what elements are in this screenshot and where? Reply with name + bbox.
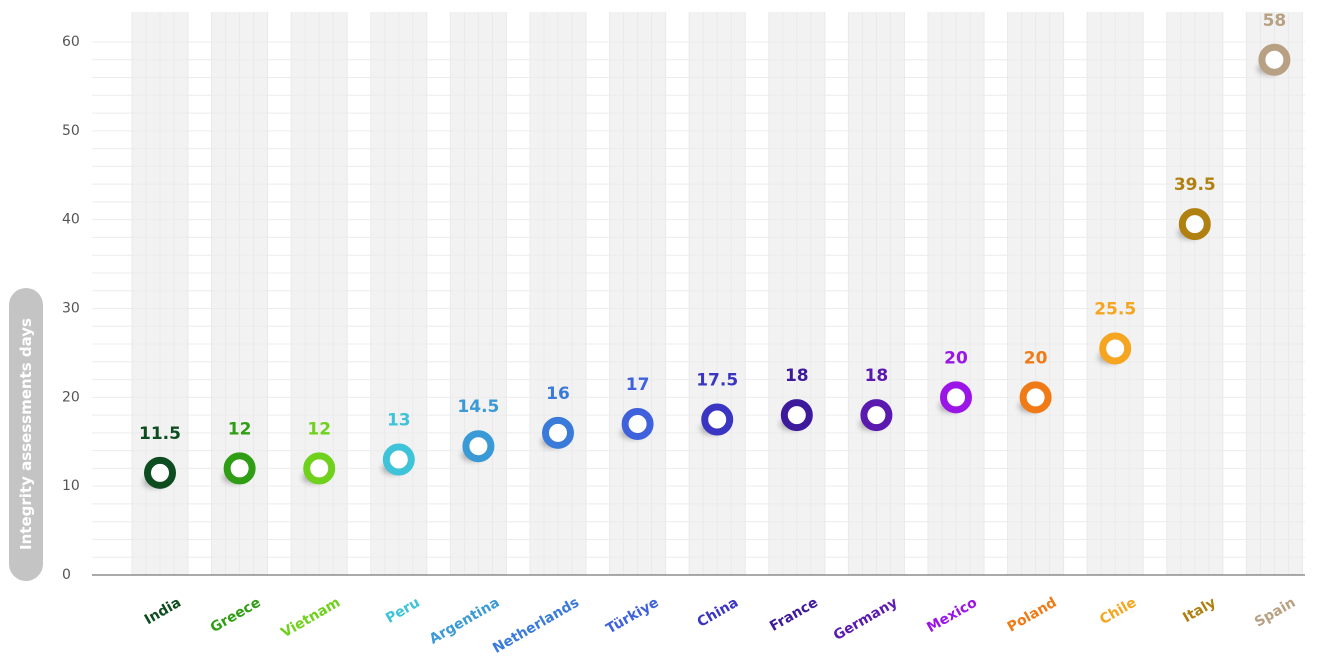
x-tick-label: Chile	[1097, 595, 1139, 629]
x-tick-label: France	[767, 595, 821, 635]
data-point	[1258, 43, 1291, 76]
data-point	[701, 403, 734, 436]
data-label: 12	[228, 419, 252, 439]
data-label: 11.5	[139, 424, 181, 444]
y-tick-label: 10	[62, 478, 80, 494]
data-point	[144, 456, 176, 489]
data-point	[303, 452, 336, 485]
y-tick-label: 40	[62, 212, 80, 228]
data-points	[143, 43, 1291, 489]
y-tick-label: 50	[62, 123, 80, 139]
x-tick-label: Germany	[831, 595, 901, 644]
x-tick-label: Greece	[208, 595, 264, 636]
x-axis-labels: India Greece Vietnam Peru ArgentinaNetherlan…	[142, 594, 1299, 656]
y-axis-ticks: 0 10 20 30 40 50 60	[62, 34, 80, 583]
data-label: 13	[387, 411, 411, 431]
data-point	[542, 416, 574, 449]
y-tick-label: 20	[62, 389, 80, 405]
x-tick-label: Peru	[383, 595, 423, 627]
data-label: 17.5	[696, 371, 738, 391]
x-tick-label: Netherlands	[490, 595, 582, 657]
data-point	[860, 399, 893, 432]
data-point	[1019, 381, 1052, 414]
data-point	[621, 407, 654, 440]
gridlines	[92, 12, 1305, 575]
data-label: 58	[1263, 11, 1287, 31]
data-point	[1178, 208, 1211, 241]
x-tick-label: Mexico	[924, 594, 980, 636]
data-label: 14.5	[457, 397, 499, 417]
x-tick-label: Italy	[1180, 595, 1219, 626]
data-labels: 11.5 12 12 13 14.5 16 17 17.5 18 18 20 20 25.5 39.5 58	[139, 11, 1286, 444]
y-axis-title: Integrity assessments days	[9, 288, 43, 581]
data-label: 39.5	[1174, 175, 1216, 195]
data-point	[1099, 332, 1132, 365]
y-tick-label: 60	[62, 34, 80, 50]
y-tick-label: 0	[62, 567, 71, 583]
data-label: 20	[944, 348, 968, 368]
x-tick-label: Spain	[1252, 595, 1298, 631]
data-label: 18	[785, 366, 809, 386]
x-tick-label: India	[142, 595, 184, 629]
y-axis-label: Integrity assessments days	[17, 318, 35, 550]
data-label: 12	[307, 419, 331, 439]
x-tick-label: Argentina	[427, 595, 503, 648]
data-label: 20	[1024, 348, 1048, 368]
data-point	[462, 430, 495, 463]
data-label: 17	[626, 375, 650, 395]
data-label: 25.5	[1094, 299, 1136, 319]
data-point	[382, 443, 415, 476]
x-tick-label: Vietnam	[278, 595, 343, 642]
data-point	[940, 381, 972, 414]
x-tick-label: Poland	[1005, 595, 1060, 636]
x-tick-label: China	[695, 595, 742, 631]
data-point	[223, 452, 256, 485]
data-point	[780, 399, 813, 432]
data-label: 16	[546, 384, 570, 404]
x-tick-label: Türkiye	[604, 595, 662, 638]
data-label: 18	[865, 366, 889, 386]
y-tick-label: 30	[62, 301, 80, 317]
